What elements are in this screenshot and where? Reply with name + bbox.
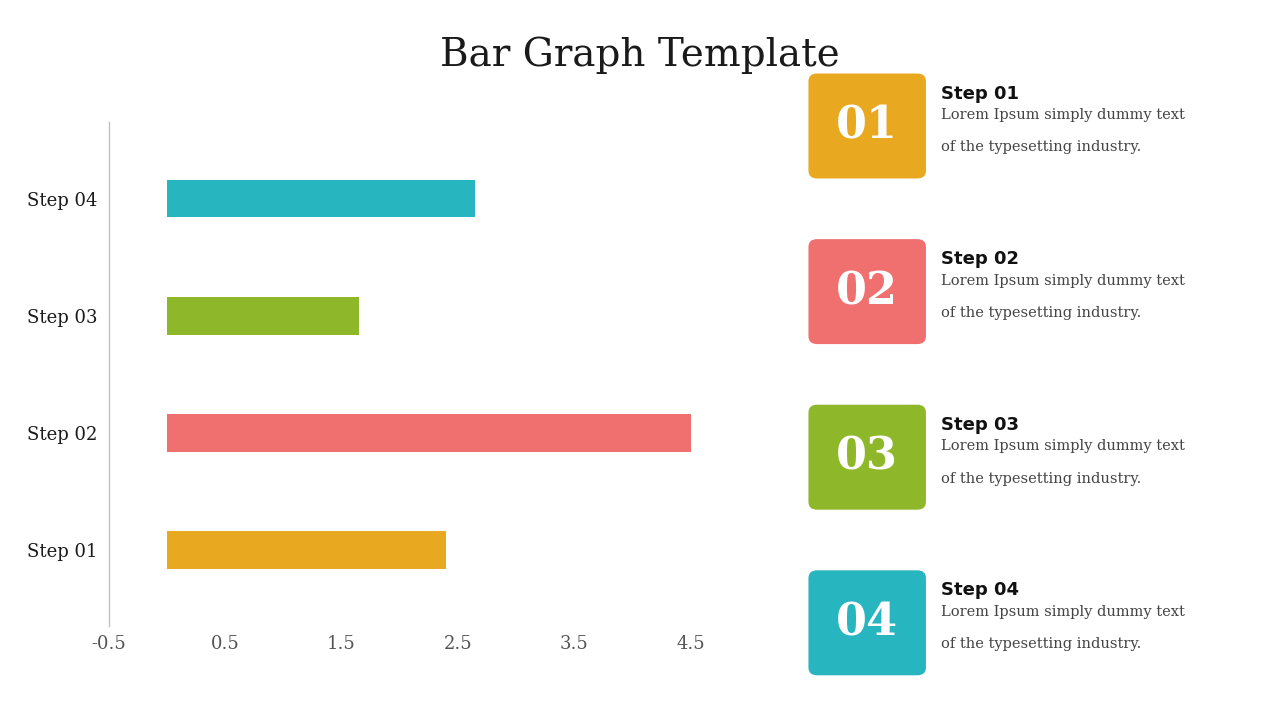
Text: Lorem Ipsum simply dummy text: Lorem Ipsum simply dummy text bbox=[941, 605, 1185, 618]
Text: Lorem Ipsum simply dummy text: Lorem Ipsum simply dummy text bbox=[941, 108, 1185, 122]
Bar bbox=[166, 531, 447, 569]
Text: Step 03: Step 03 bbox=[941, 416, 1019, 433]
Text: Step 04: Step 04 bbox=[941, 582, 1019, 599]
Text: Bar Graph Template: Bar Graph Template bbox=[440, 36, 840, 73]
Text: Step 01: Step 01 bbox=[941, 85, 1019, 102]
Text: Lorem Ipsum simply dummy text: Lorem Ipsum simply dummy text bbox=[941, 439, 1185, 453]
Text: of the typesetting industry.: of the typesetting industry. bbox=[941, 306, 1140, 320]
FancyBboxPatch shape bbox=[809, 73, 925, 179]
FancyBboxPatch shape bbox=[809, 239, 925, 344]
Text: of the typesetting industry.: of the typesetting industry. bbox=[941, 472, 1140, 485]
Text: Step 02: Step 02 bbox=[941, 250, 1019, 268]
Bar bbox=[166, 414, 691, 451]
Text: 03: 03 bbox=[836, 436, 899, 479]
Text: 02: 02 bbox=[836, 270, 899, 313]
FancyBboxPatch shape bbox=[809, 570, 925, 675]
Bar bbox=[166, 297, 358, 335]
Text: of the typesetting industry.: of the typesetting industry. bbox=[941, 637, 1140, 651]
Bar bbox=[166, 180, 475, 217]
FancyBboxPatch shape bbox=[809, 405, 925, 510]
Text: 01: 01 bbox=[836, 104, 899, 148]
Text: of the typesetting industry.: of the typesetting industry. bbox=[941, 140, 1140, 154]
Text: 04: 04 bbox=[836, 601, 899, 644]
Text: Lorem Ipsum simply dummy text: Lorem Ipsum simply dummy text bbox=[941, 274, 1185, 287]
